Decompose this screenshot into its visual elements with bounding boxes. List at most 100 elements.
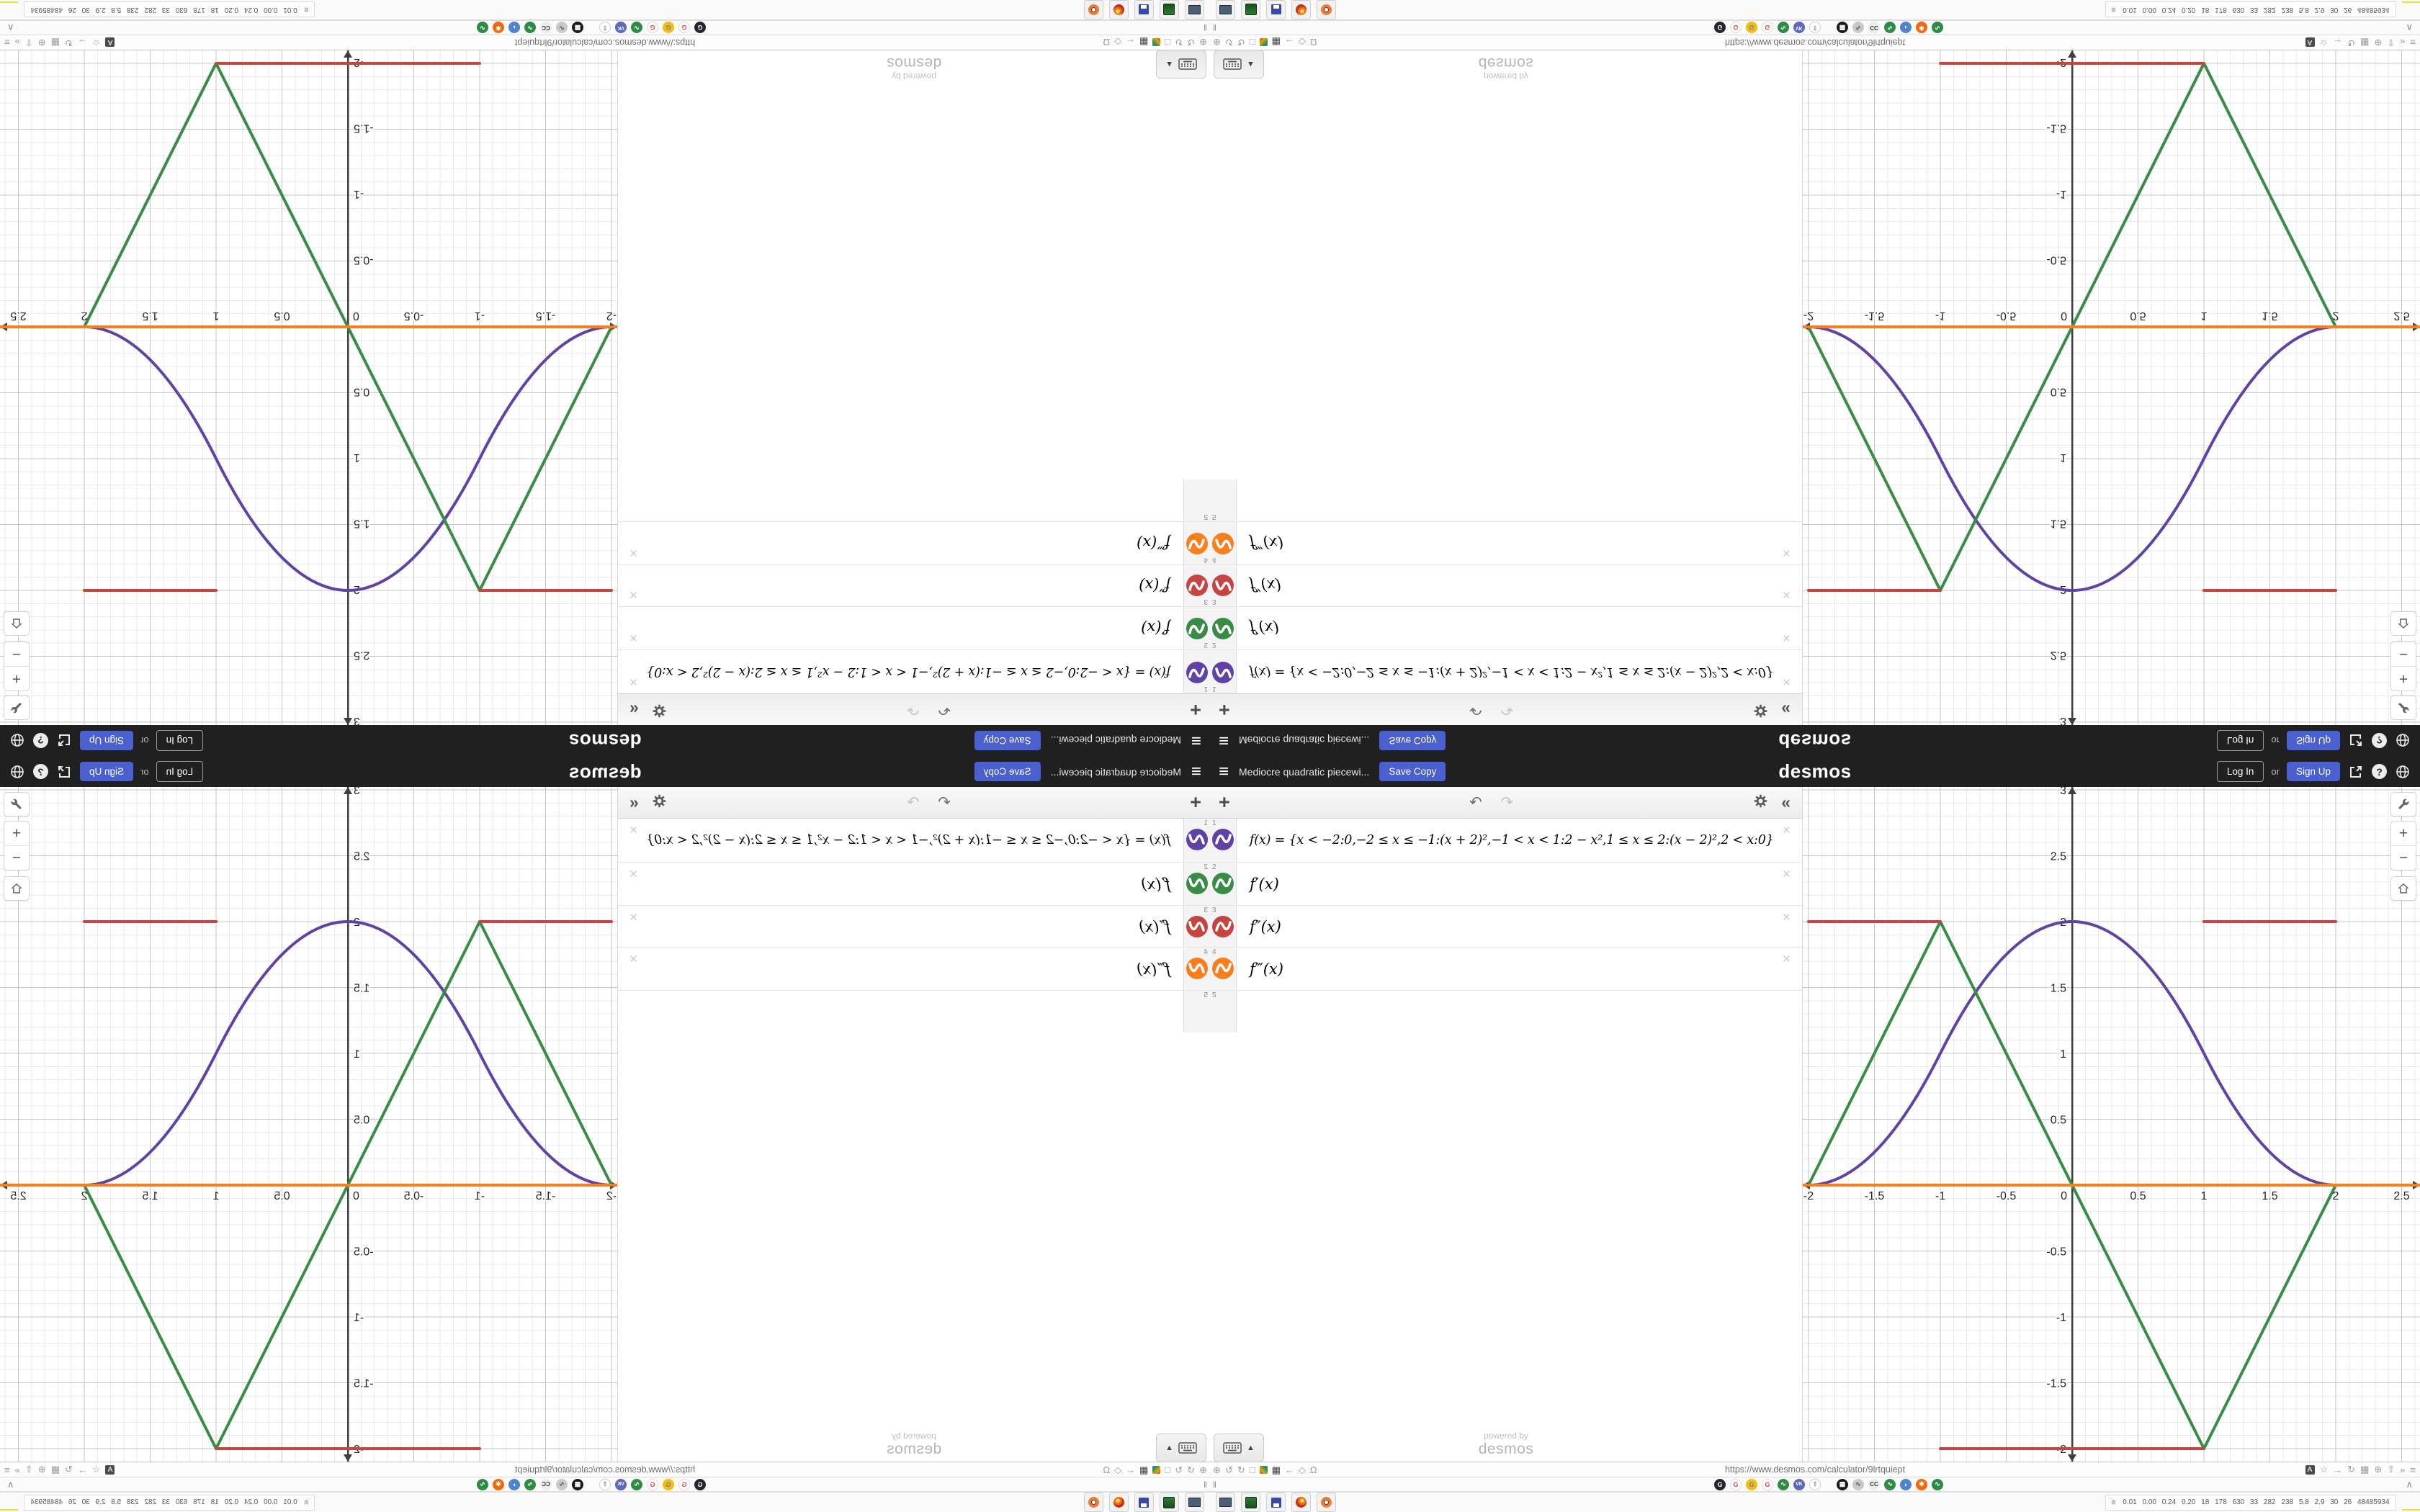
tab-favicon[interactable]: ◗	[508, 22, 520, 34]
graph-title[interactable]: Mediocre quadratic piecewi...	[1050, 734, 1181, 747]
tab-favicon[interactable]: ▦	[1837, 22, 1848, 34]
expression-input[interactable]: f′(x)	[1250, 875, 1279, 893]
graph-paper[interactable]: -2 -1.5 -1 -0.5 0 0.5 1 1.5 2 2.5 3 2.5 2 1.5 1 0.5 -0.5…	[1803, 50, 2420, 725]
reload-icon[interactable]: ↻	[2347, 37, 2356, 48]
expression-gutter[interactable]: 2	[1183, 863, 1210, 905]
curve-style-icon[interactable]	[1212, 662, 1234, 683]
url-text[interactable]: https://www.desmos.com/calculator/9lrtqu…	[514, 37, 696, 48]
expression-input[interactable]	[1237, 480, 1802, 521]
hamburger-menu-icon[interactable]: ≡	[1219, 731, 1229, 751]
site-globe-icon[interactable]: ⊕	[37, 1464, 46, 1475]
add-expression-button[interactable]: +	[1190, 791, 1201, 813]
add-expression-button[interactable]: +	[1219, 791, 1230, 813]
translate-icon[interactable]: A	[105, 1464, 115, 1475]
tab-favicon[interactable]: ∿	[631, 22, 642, 34]
tab-favicon[interactable]: ∿	[524, 1478, 536, 1490]
tab-favicon[interactable]: VK	[1793, 1478, 1805, 1490]
delete-expression-icon[interactable]: ×	[629, 867, 638, 882]
pinned-tabs-icon[interactable]: ‖	[1213, 1479, 1216, 1490]
expression-gutter[interactable]: 4	[1210, 948, 1237, 990]
forward-arrow-icon[interactable]: →	[77, 1464, 87, 1475]
add-expression-button[interactable]: +	[1219, 699, 1230, 721]
firefox-icon[interactable]	[1291, 1493, 1311, 1512]
pinned-tabs-icon[interactable]: ‖	[1204, 1479, 1207, 1490]
login-button[interactable]: Log In	[2216, 761, 2264, 782]
expression-input[interactable]: f′(x)	[1141, 619, 1170, 637]
expression-row[interactable]: 4 f‴(x) ×	[618, 521, 1210, 564]
delete-expression-icon[interactable]: ×	[629, 545, 638, 560]
edit-pencil-icon[interactable]	[1259, 1465, 1268, 1474]
save-copy-button[interactable]: Save Copy	[1379, 762, 1446, 781]
browser-menu-icon[interactable]: ≡	[2410, 37, 2416, 48]
delete-expression-icon[interactable]: ×	[629, 823, 638, 838]
login-button[interactable]: Log In	[156, 761, 204, 782]
reader-icon[interactable]: ▦	[50, 1464, 60, 1475]
expression-row[interactable]: 2 f′(x) ×	[1210, 606, 1802, 649]
expression-row[interactable]: 2 f′(x) ×	[618, 606, 1210, 649]
graph-canvas[interactable]: -2-1.5-1-0.500.511.522.532.521.510.5-0.5…	[0, 787, 617, 1462]
redo-icon[interactable]: ↷	[1500, 794, 1514, 811]
tab-favicon[interactable]: VK	[615, 22, 627, 34]
graph-settings-wrench-button[interactable]	[4, 696, 30, 720]
edit-list-gear-icon[interactable]	[1753, 701, 1768, 719]
expression-gutter[interactable]: 4	[1210, 522, 1237, 564]
curve-style-icon[interactable]	[1186, 575, 1208, 596]
monitor-app-icon[interactable]	[1216, 0, 1235, 19]
bookmark-star-icon[interactable]: ☆	[91, 37, 101, 48]
expression-row[interactable]: 1 f(x) = {x < −2:0,−2 ≤ x ≤ −1:(x + 2)²,…	[618, 649, 1210, 693]
tab-favicon[interactable]: ⇧	[599, 22, 611, 34]
help-icon[interactable]: ?	[33, 764, 48, 779]
curve-style-icon[interactable]	[1212, 873, 1234, 894]
expression-input[interactable]	[1237, 991, 1802, 1032]
hamburger-menu-icon[interactable]: ≡	[1219, 761, 1229, 781]
expression-input[interactable]	[618, 480, 1183, 521]
tab-favicon[interactable]: ∿	[556, 22, 568, 34]
tab-favicon[interactable]: ∿	[631, 1478, 642, 1490]
expression-gutter[interactable]: 3	[1183, 565, 1210, 606]
tab-favicon[interactable]: G	[1746, 22, 1757, 34]
curve-style-icon[interactable]	[1186, 916, 1208, 937]
blender-icon[interactable]	[1317, 1493, 1336, 1512]
reader-icon[interactable]: ▦	[50, 37, 60, 48]
thumbs-up-icon[interactable]: ⇧	[24, 37, 33, 48]
green-device-app-icon[interactable]	[1160, 0, 1179, 19]
empty-expression-row[interactable]: 5	[618, 480, 1210, 521]
expression-input[interactable]: f″(x)	[1250, 577, 1281, 595]
expression-input[interactable]: f‴(x)	[1137, 960, 1170, 978]
expression-input[interactable]: f(x) = {x < −2:0,−2 ≤ x ≤ −1:(x + 2)²,−1…	[646, 665, 1170, 679]
zoom-in-button[interactable]: +	[4, 666, 29, 690]
delete-expression-icon[interactable]: ×	[1782, 823, 1791, 838]
zoom-in-button[interactable]: +	[2391, 666, 2416, 690]
signup-button[interactable]: Sign Up	[2286, 731, 2340, 750]
tab-favicon[interactable]: ∿	[1778, 22, 1789, 34]
redo-icon[interactable]: ↷	[906, 794, 920, 811]
share-icon[interactable]	[2347, 763, 2365, 780]
green-device-app-icon[interactable]	[1160, 1493, 1179, 1512]
tab-favicon[interactable]: ∿	[1932, 1478, 1943, 1490]
floppy-64-app-icon[interactable]	[1266, 0, 1286, 19]
expression-input[interactable]: f(x) = {x < −2:0,−2 ≤ x ≤ −1:(x + 2)²,−1…	[1250, 665, 1774, 679]
curve-style-icon[interactable]	[1186, 958, 1208, 979]
delete-expression-icon[interactable]: ×	[629, 952, 638, 967]
signup-button[interactable]: Sign Up	[80, 762, 134, 781]
browser-url-bar[interactable]: ⊕ ↺ ↻ □ ▦ ← ◇ Ω https://www.desmos.com/c…	[1210, 35, 2420, 50]
zoom-in-button[interactable]: +	[2391, 822, 2416, 846]
tab-favicon[interactable]: G	[1730, 22, 1742, 34]
green-device-app-icon[interactable]	[1241, 1493, 1260, 1512]
green-device-app-icon[interactable]	[1241, 0, 1260, 19]
system-monitor-panel[interactable]: « 0.01 0.00 0.24 0.20 18 178 630 33 282 …	[2105, 1494, 2396, 1511]
undo-icon[interactable]: ↶	[938, 701, 951, 718]
expression-row[interactable]: 3 f″(x) ×	[1210, 906, 1802, 948]
redo-icon[interactable]: ↷	[1500, 701, 1514, 718]
blender-icon[interactable]	[1084, 1493, 1103, 1512]
browser-url-bar[interactable]: ⊕ ↺ ↻ □ ▦ ← ◇ Ω https://www.desmos.com/c…	[0, 35, 1210, 50]
share-icon[interactable]	[55, 763, 73, 780]
expression-gutter[interactable]: 1	[1210, 650, 1237, 693]
forward-arrow-icon[interactable]: →	[2333, 37, 2343, 48]
delete-expression-icon[interactable]: ×	[1782, 867, 1791, 882]
tab-favicon[interactable]: G	[1730, 1478, 1742, 1490]
expression-gutter[interactable]: 1	[1210, 819, 1237, 862]
add-expression-button[interactable]: +	[1190, 699, 1201, 721]
curve-style-icon[interactable]	[1186, 873, 1208, 894]
delete-expression-icon[interactable]: ×	[1782, 952, 1791, 967]
